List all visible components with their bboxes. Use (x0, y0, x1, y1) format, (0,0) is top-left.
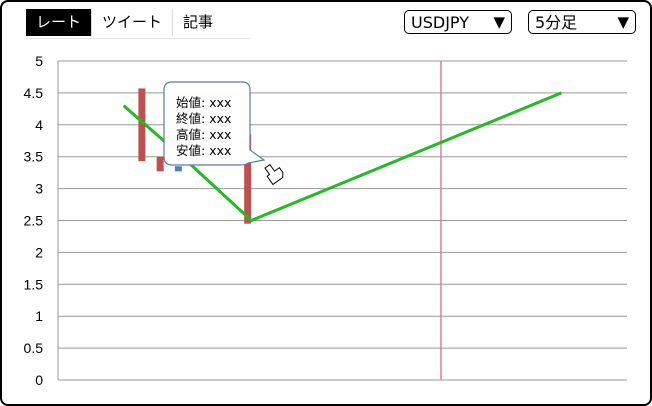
tab-articles[interactable]: 記事 (172, 9, 223, 36)
tab-divider (26, 38, 250, 39)
y-tick-label: 4 (35, 117, 43, 133)
y-axis-labels: 0 0.5 1 1.5 2 2.5 3 3.5 4 4.5 5 (24, 53, 44, 388)
y-tick-label: 0 (35, 372, 43, 388)
dropdown-arrow-icon: ▼ (617, 12, 629, 31)
y-tick-label: 4.5 (24, 85, 44, 101)
currency-pair-select[interactable]: USDJPY ▼ (404, 10, 512, 34)
hand-cursor-icon (264, 163, 284, 186)
candlestick[interactable] (174, 166, 182, 172)
candlestick[interactable] (244, 134, 252, 224)
y-tick-label: 5 (35, 53, 43, 69)
tab-tweets[interactable]: ツイート (91, 9, 172, 36)
tooltip-bubble (163, 81, 266, 166)
chart-grid (57, 60, 627, 381)
candlesticks (138, 88, 252, 224)
y-tick-label: 0.5 (24, 340, 44, 356)
y-tick-label: 2.5 (24, 213, 44, 229)
tooltip-low: 安値: xxx (176, 143, 231, 158)
y-tick-label: 3 (35, 181, 43, 197)
tooltip-close: 終値: xxx (176, 111, 231, 126)
y-tick-label: 2 (35, 244, 43, 260)
tooltip-open: 始値: xxx (176, 95, 231, 110)
tooltip-high: 高値: xxx (176, 127, 231, 142)
y-tick-label: 3.5 (24, 149, 44, 165)
y-tick-label: 1.5 (24, 276, 44, 292)
y-tick-label: 1 (35, 308, 43, 324)
currency-pair-value: USDJPY (411, 12, 469, 32)
tab-bar: レート ツイート 記事 (26, 9, 223, 36)
interval-value: 5分足 (535, 12, 578, 32)
dropdown-arrow-icon: ▼ (493, 12, 505, 31)
candlestick[interactable] (156, 156, 164, 172)
candlestick[interactable] (138, 88, 146, 162)
interval-select[interactable]: 5分足 ▼ (528, 10, 636, 34)
tab-rate[interactable]: レート (26, 9, 92, 36)
ohlc-tooltip: 始値: xxx 終値: xxx 高値: xxx 安値: xxx (163, 81, 266, 166)
